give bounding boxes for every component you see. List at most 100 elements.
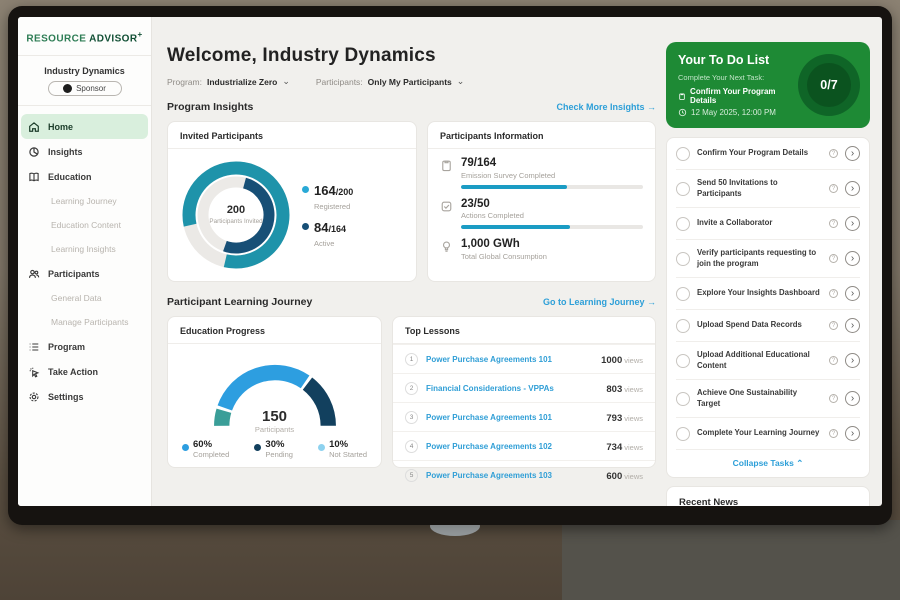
lesson-row[interactable]: 2 Financial Considerations - VPPAs 803vi… — [393, 373, 655, 402]
chevron-right-icon[interactable]: › — [845, 353, 860, 368]
info-icon[interactable]: ? — [829, 289, 838, 298]
participants-filter[interactable]: Participants: Only My Participants ⌄ — [316, 76, 464, 87]
sidebar-item-program[interactable]: Program — [18, 334, 151, 359]
info-icon[interactable]: ? — [829, 394, 838, 403]
sidebar-item-education[interactable]: Education — [18, 164, 151, 189]
task-row[interactable]: Upload Additional Educational Content ? … — [676, 342, 860, 380]
sidebar-item-label: Participants — [48, 269, 100, 279]
info-icon[interactable]: ? — [829, 149, 838, 158]
todo-subtitle: Complete Your Next Task: — [678, 73, 792, 82]
donut-center-value: 200 — [227, 204, 245, 216]
task-checkbox[interactable] — [676, 392, 690, 406]
sidebar-item-general-data[interactable]: General Data — [18, 286, 151, 310]
task-row[interactable]: Verify participants requesting to join t… — [676, 240, 860, 278]
chevron-down-icon[interactable]: ⌄ — [457, 76, 465, 87]
lesson-views: 793 — [606, 413, 622, 424]
chevron-right-icon[interactable]: › — [845, 426, 860, 441]
task-row[interactable]: Send 50 Invitations to Participants ? › — [676, 170, 860, 208]
stat-emission-survey: 79/164 Emission Survey Completed — [440, 157, 643, 189]
sidebar-item-learning-journey[interactable]: Learning Journey — [18, 189, 151, 213]
sponsor-badge[interactable]: Sponsor — [48, 81, 122, 96]
page-title: Welcome, Industry Dynamics — [167, 45, 656, 67]
task-row[interactable]: Confirm Your Program Details ? › — [676, 138, 860, 170]
task-checkbox[interactable] — [676, 217, 690, 231]
task-label: Send 50 Invitations to Participants — [697, 178, 822, 199]
chevron-up-icon: ⌃ — [796, 458, 803, 468]
go-to-learning-journey-link[interactable]: Go to Learning Journey → — [543, 297, 656, 307]
lesson-title-link[interactable]: Power Purchase Agreements 101 — [426, 355, 593, 364]
task-label: Confirm Your Program Details — [697, 148, 822, 159]
lesson-title-link[interactable]: Power Purchase Agreements 103 — [426, 471, 598, 480]
lesson-title-link[interactable]: Financial Considerations - VPPAs — [426, 384, 598, 393]
info-icon[interactable]: ? — [829, 219, 838, 228]
task-row[interactable]: Explore Your Insights Dashboard ? › — [676, 278, 860, 310]
task-checkbox[interactable] — [676, 147, 690, 161]
clipboard-icon — [678, 92, 686, 101]
task-checkbox[interactable] — [676, 252, 690, 266]
task-row[interactable]: Achieve One Sustainability Target ? › — [676, 380, 860, 418]
lesson-rank: 3 — [405, 411, 418, 424]
legend-registered: 164/200 Registered — [302, 182, 353, 211]
lesson-row[interactable]: 5 Power Purchase Agreements 103 600views — [393, 460, 655, 489]
stat-value: 23/50 — [461, 198, 643, 211]
check-more-insights-link[interactable]: Check More Insights → — [556, 102, 656, 112]
collapse-tasks-link[interactable]: Collapse Tasks ⌃ — [676, 450, 860, 477]
recent-news-card: Recent News — [666, 486, 870, 506]
task-checkbox[interactable] — [676, 319, 690, 333]
brand-plus: + — [137, 30, 142, 39]
sidebar-item-take-action[interactable]: Take Action — [18, 359, 151, 384]
legend-pct: 10% — [329, 440, 367, 450]
clipboard-icon — [440, 159, 453, 172]
chevron-right-icon[interactable]: › — [845, 286, 860, 301]
pointer-click-icon — [28, 366, 40, 378]
chevron-right-icon[interactable]: › — [845, 216, 860, 231]
info-icon[interactable]: ? — [829, 321, 838, 330]
info-icon[interactable]: ? — [829, 254, 838, 263]
task-row[interactable]: Invite a Collaborator ? › — [676, 208, 860, 240]
chevron-right-icon[interactable]: › — [845, 251, 860, 266]
sidebar-item-insights[interactable]: Insights — [18, 139, 151, 164]
chevron-right-icon[interactable]: › — [845, 181, 860, 196]
todo-panel: Your To Do List Complete Your Next Task:… — [666, 17, 882, 506]
views-label: views — [624, 356, 643, 365]
sidebar-item-learning-insights[interactable]: Learning Insights — [18, 237, 151, 261]
lesson-row[interactable]: 4 Power Purchase Agreements 102 734views — [393, 431, 655, 460]
lightbulb-icon — [440, 240, 453, 253]
lesson-title-link[interactable]: Power Purchase Agreements 102 — [426, 442, 598, 451]
lesson-row[interactable]: 3 Power Purchase Agreements 101 793views — [393, 402, 655, 431]
legend-label: Pending — [265, 450, 293, 459]
task-label: Upload Spend Data Records — [697, 320, 822, 331]
sidebar-item-settings[interactable]: Settings — [18, 384, 151, 409]
task-checkbox[interactable] — [676, 182, 690, 196]
lesson-row[interactable]: 1 Power Purchase Agreements 101 1000view… — [393, 344, 655, 373]
legend-label: Registered — [314, 202, 353, 211]
list-icon — [28, 341, 40, 353]
task-checkbox[interactable] — [676, 287, 690, 301]
chevron-right-icon[interactable]: › — [845, 391, 860, 406]
lesson-title-link[interactable]: Power Purchase Agreements 101 — [426, 413, 598, 422]
info-icon[interactable]: ? — [829, 429, 838, 438]
chevron-right-icon[interactable]: › — [845, 146, 860, 161]
task-checkbox[interactable] — [676, 427, 690, 441]
sidebar-item-home[interactable]: Home — [21, 114, 148, 139]
filters-row: Program: Industrialize Zero ⌄ Participan… — [167, 76, 656, 87]
chevron-right-icon[interactable]: › — [845, 318, 860, 333]
info-icon[interactable]: ? — [829, 356, 838, 365]
stat-label: Actions Completed — [461, 211, 643, 220]
views-label: views — [624, 443, 643, 452]
sidebar-item-label: Education — [48, 172, 92, 182]
sidebar-item-label: Insights — [48, 147, 83, 157]
legend-value: 84 — [314, 220, 328, 235]
participants-filter-label: Participants: — [316, 77, 363, 87]
chevron-down-icon[interactable]: ⌄ — [282, 76, 290, 87]
program-filter[interactable]: Program: Industrialize Zero ⌄ — [167, 76, 290, 87]
task-row[interactable]: Upload Spend Data Records ? › — [676, 310, 860, 342]
sidebar-item-education-content[interactable]: Education Content — [18, 213, 151, 237]
sidebar-item-manage-participants[interactable]: Manage Participants — [18, 310, 151, 334]
task-row[interactable]: Complete Your Learning Journey ? › — [676, 418, 860, 450]
sidebar-item-participants[interactable]: Participants — [18, 261, 151, 286]
task-checkbox[interactable] — [676, 354, 690, 368]
arrow-right-icon: → — [647, 102, 656, 112]
insights-icon — [28, 146, 40, 158]
info-icon[interactable]: ? — [829, 184, 838, 193]
